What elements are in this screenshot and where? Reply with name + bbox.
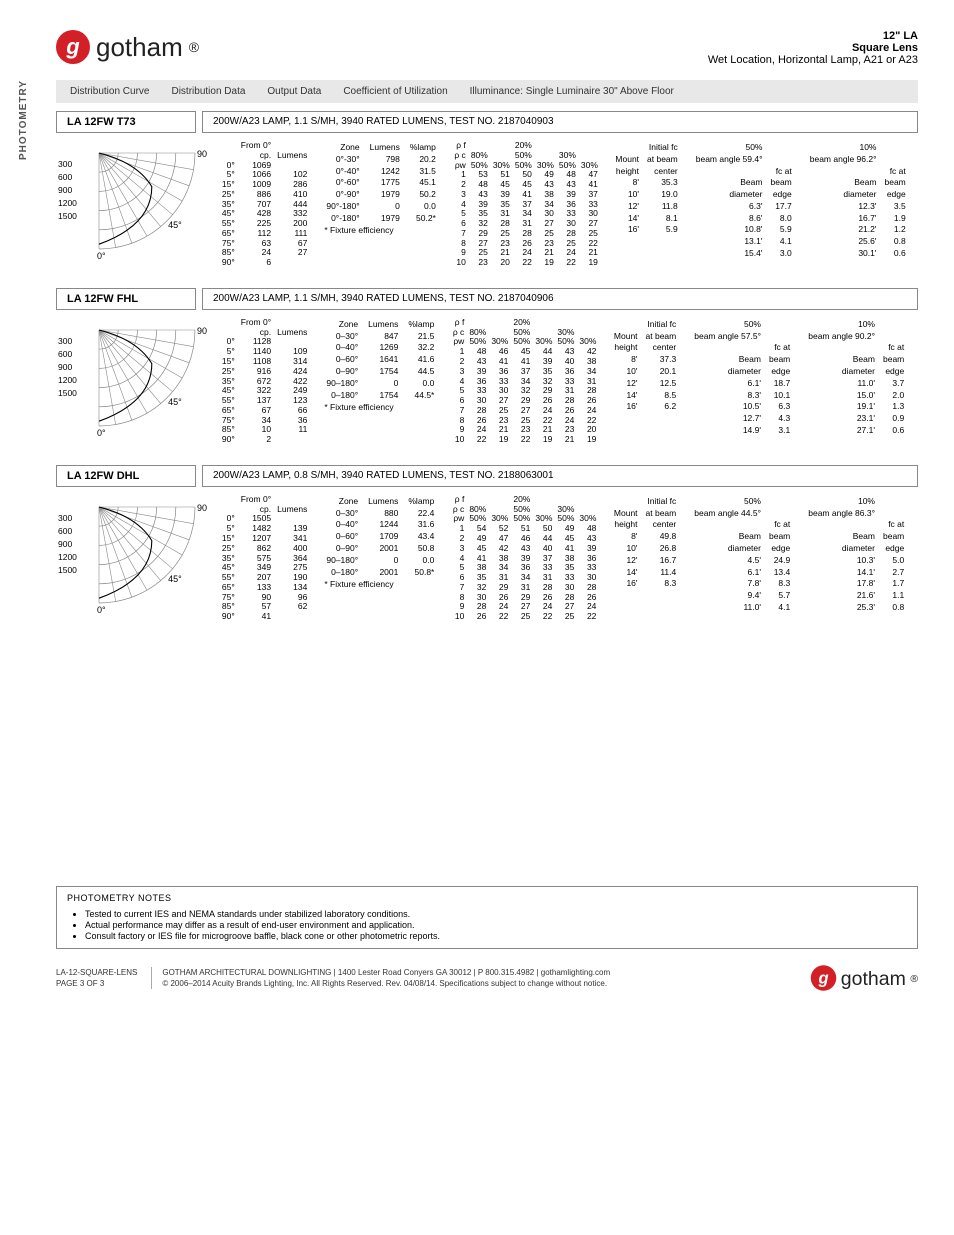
beam-50-table: 50%beam angle 44.5°fc atBeambeamdiameter… bbox=[689, 495, 795, 615]
polar-scale: 30060090012001500 bbox=[58, 318, 77, 398]
svg-text:0°: 0° bbox=[97, 428, 106, 438]
polar-scale: 30060090012001500 bbox=[58, 495, 77, 575]
svg-text:90°: 90° bbox=[197, 149, 207, 159]
lamp-spec: 200W/A23 LAMP, 0.8 S/MH, 3940 RATED LUME… bbox=[202, 465, 918, 487]
model-row: LA 12FW FHL 200W/A23 LAMP, 1.1 S/MH, 394… bbox=[56, 288, 918, 310]
tab-dist-curve: Distribution Curve bbox=[62, 83, 157, 100]
beam-50-table: 50%beam angle 57.5°fc atBeambeamdiameter… bbox=[689, 318, 795, 438]
header-line2: Square Lens bbox=[708, 42, 918, 54]
beam-10-table: 10%beam angle 86.3°fc atBeambeamdiameter… bbox=[803, 495, 909, 615]
data-block: 30060090012001500 90° 45° 0° From 0°cp.Lumen… bbox=[56, 491, 918, 626]
initial-fc-table: Initial fcMountat beamheightcenter8'37.3… bbox=[609, 318, 681, 438]
header-line3: Wet Location, Horizontal Lamp, A21 or A2… bbox=[708, 54, 918, 66]
tab-coef-util: Coefficient of Utilization bbox=[335, 83, 455, 100]
footer: LA-12-SQUARE-LENS PAGE 3 OF 3 GOTHAM ARC… bbox=[56, 961, 918, 995]
coef-utilization-table: ρ f20%ρ c80%50%30%ρw50%30%50%30%50%30%14… bbox=[450, 318, 599, 445]
tabs-row: Distribution Curve Distribution Data Out… bbox=[56, 80, 918, 103]
note-item: Consult factory or IES file for microgro… bbox=[85, 931, 907, 941]
polar-scale: 30060090012001500 bbox=[58, 141, 77, 221]
photometry-notes: PHOTOMETRY NOTES Tested to current IES a… bbox=[56, 886, 918, 949]
output-data-table: ZoneLumens%lamp0–30°84721.50–40°126932.2… bbox=[320, 318, 440, 412]
coef-utilization-table: ρ f20%ρ c80%50%30%ρw50%30%50%30%50%30%15… bbox=[452, 141, 601, 268]
distribution-data-table: From 0°cp.Lumens0°10695°106610215°100928… bbox=[219, 141, 310, 268]
tab-dist-data: Distribution Data bbox=[163, 83, 253, 100]
models-host: LA 12FW T73 200W/A23 LAMP, 1.1 S/MH, 394… bbox=[56, 111, 918, 626]
svg-text:45°: 45° bbox=[168, 574, 182, 584]
model-row: LA 12FW DHL 200W/A23 LAMP, 0.8 S/MH, 394… bbox=[56, 465, 918, 487]
coef-utilization-table: ρ f20%ρ c80%50%30%ρw50%30%50%30%50%30%15… bbox=[450, 495, 599, 622]
footer-addr: GOTHAM ARCHITECTURAL DOWNLIGHTING | 1400… bbox=[162, 967, 610, 978]
illuminance-tables: Initial fcMountat beamheightcenter8'49.8… bbox=[609, 495, 909, 615]
beam-10-table: 10%beam angle 90.2°fc atBeambeamdiameter… bbox=[803, 318, 909, 438]
logo-word: gotham bbox=[841, 966, 906, 989]
polar-chart: 90° 45° 0° bbox=[87, 141, 209, 263]
note-item: Actual performance may differ as a resul… bbox=[85, 920, 907, 930]
polar-chart: 90° 45° 0° bbox=[87, 318, 209, 440]
model-name: LA 12FW FHL bbox=[56, 288, 196, 310]
logo: g gotham ® bbox=[56, 30, 199, 64]
footer-col1: LA-12-SQUARE-LENS PAGE 3 OF 3 bbox=[56, 967, 137, 989]
notes-list: Tested to current IES and NEMA standards… bbox=[85, 909, 907, 941]
side-label: PHOTOMETRY bbox=[18, 80, 29, 160]
lamp-spec: 200W/A23 LAMP, 1.1 S/MH, 3940 RATED LUME… bbox=[202, 111, 918, 133]
page: PHOTOMETRY g gotham ® 12" LA Square Lens … bbox=[0, 0, 954, 1015]
footer-copy: © 2006–2014 Acuity Brands Lighting, Inc.… bbox=[162, 978, 610, 989]
illuminance-tables: Initial fcMountat beamheightcenter8'35.3… bbox=[610, 141, 910, 261]
svg-text:90°: 90° bbox=[197, 503, 207, 513]
header-right: 12" LA Square Lens Wet Location, Horizon… bbox=[708, 30, 918, 66]
svg-text:45°: 45° bbox=[168, 397, 182, 407]
svg-text:0°: 0° bbox=[97, 605, 106, 615]
footer-page: PAGE 3 OF 3 bbox=[56, 978, 137, 989]
model-row: LA 12FW T73 200W/A23 LAMP, 1.1 S/MH, 394… bbox=[56, 111, 918, 133]
initial-fc-table: Initial fcMountat beamheightcenter8'49.8… bbox=[609, 495, 681, 615]
beam-50-table: 50%beam angle 59.4°fc atBeambeamdiameter… bbox=[691, 141, 797, 261]
model-name: LA 12FW T73 bbox=[56, 111, 196, 133]
distribution-data-table: From 0°cp.Lumens0°11285°114010915°110831… bbox=[219, 318, 310, 445]
footer-col2: GOTHAM ARCHITECTURAL DOWNLIGHTING | 1400… bbox=[151, 967, 610, 989]
logo-footer: g gotham ® bbox=[811, 965, 918, 991]
distribution-data-table: From 0°cp.Lumens0°15055°148213915°120734… bbox=[219, 495, 310, 622]
data-block: 30060090012001500 90° 45° 0° From 0°cp.Lumen… bbox=[56, 137, 918, 272]
data-block: 30060090012001500 90° 45° 0° From 0°cp.Lumen… bbox=[56, 314, 918, 449]
polar-chart: 90° 45° 0° bbox=[87, 495, 209, 617]
lamp-spec: 200W/A23 LAMP, 1.1 S/MH, 3940 RATED LUME… bbox=[202, 288, 918, 310]
beam-10-table: 10%beam angle 96.2°fc atBeambeamdiameter… bbox=[805, 141, 911, 261]
notes-title: PHOTOMETRY NOTES bbox=[67, 893, 907, 903]
logo-icon: g bbox=[811, 965, 837, 991]
page-header: g gotham ® 12" LA Square Lens Wet Locatio… bbox=[56, 30, 918, 66]
model-name: LA 12FW DHL bbox=[56, 465, 196, 487]
tab-illuminance: Illuminance: Single Luminaire 30" Above … bbox=[462, 83, 682, 100]
svg-text:90°: 90° bbox=[197, 326, 207, 336]
header-line1: 12" LA bbox=[708, 30, 918, 42]
logo-word: gotham bbox=[96, 32, 183, 63]
registered-icon: ® bbox=[910, 972, 918, 984]
registered-icon: ® bbox=[189, 39, 199, 55]
svg-text:45°: 45° bbox=[168, 220, 182, 230]
illuminance-tables: Initial fcMountat beamheightcenter8'37.3… bbox=[609, 318, 909, 438]
footer-code: LA-12-SQUARE-LENS bbox=[56, 967, 137, 978]
output-data-table: ZoneLumens%lamp0°-30°79820.20°-40°124231… bbox=[320, 141, 442, 235]
logo-icon: g bbox=[56, 30, 90, 64]
output-data-table: ZoneLumens%lamp0–30°88022.40–40°124431.6… bbox=[320, 495, 440, 589]
initial-fc-table: Initial fcMountat beamheightcenter8'35.3… bbox=[610, 141, 682, 261]
svg-text:0°: 0° bbox=[97, 251, 106, 261]
tab-output-data: Output Data bbox=[259, 83, 329, 100]
note-item: Tested to current IES and NEMA standards… bbox=[85, 909, 907, 919]
